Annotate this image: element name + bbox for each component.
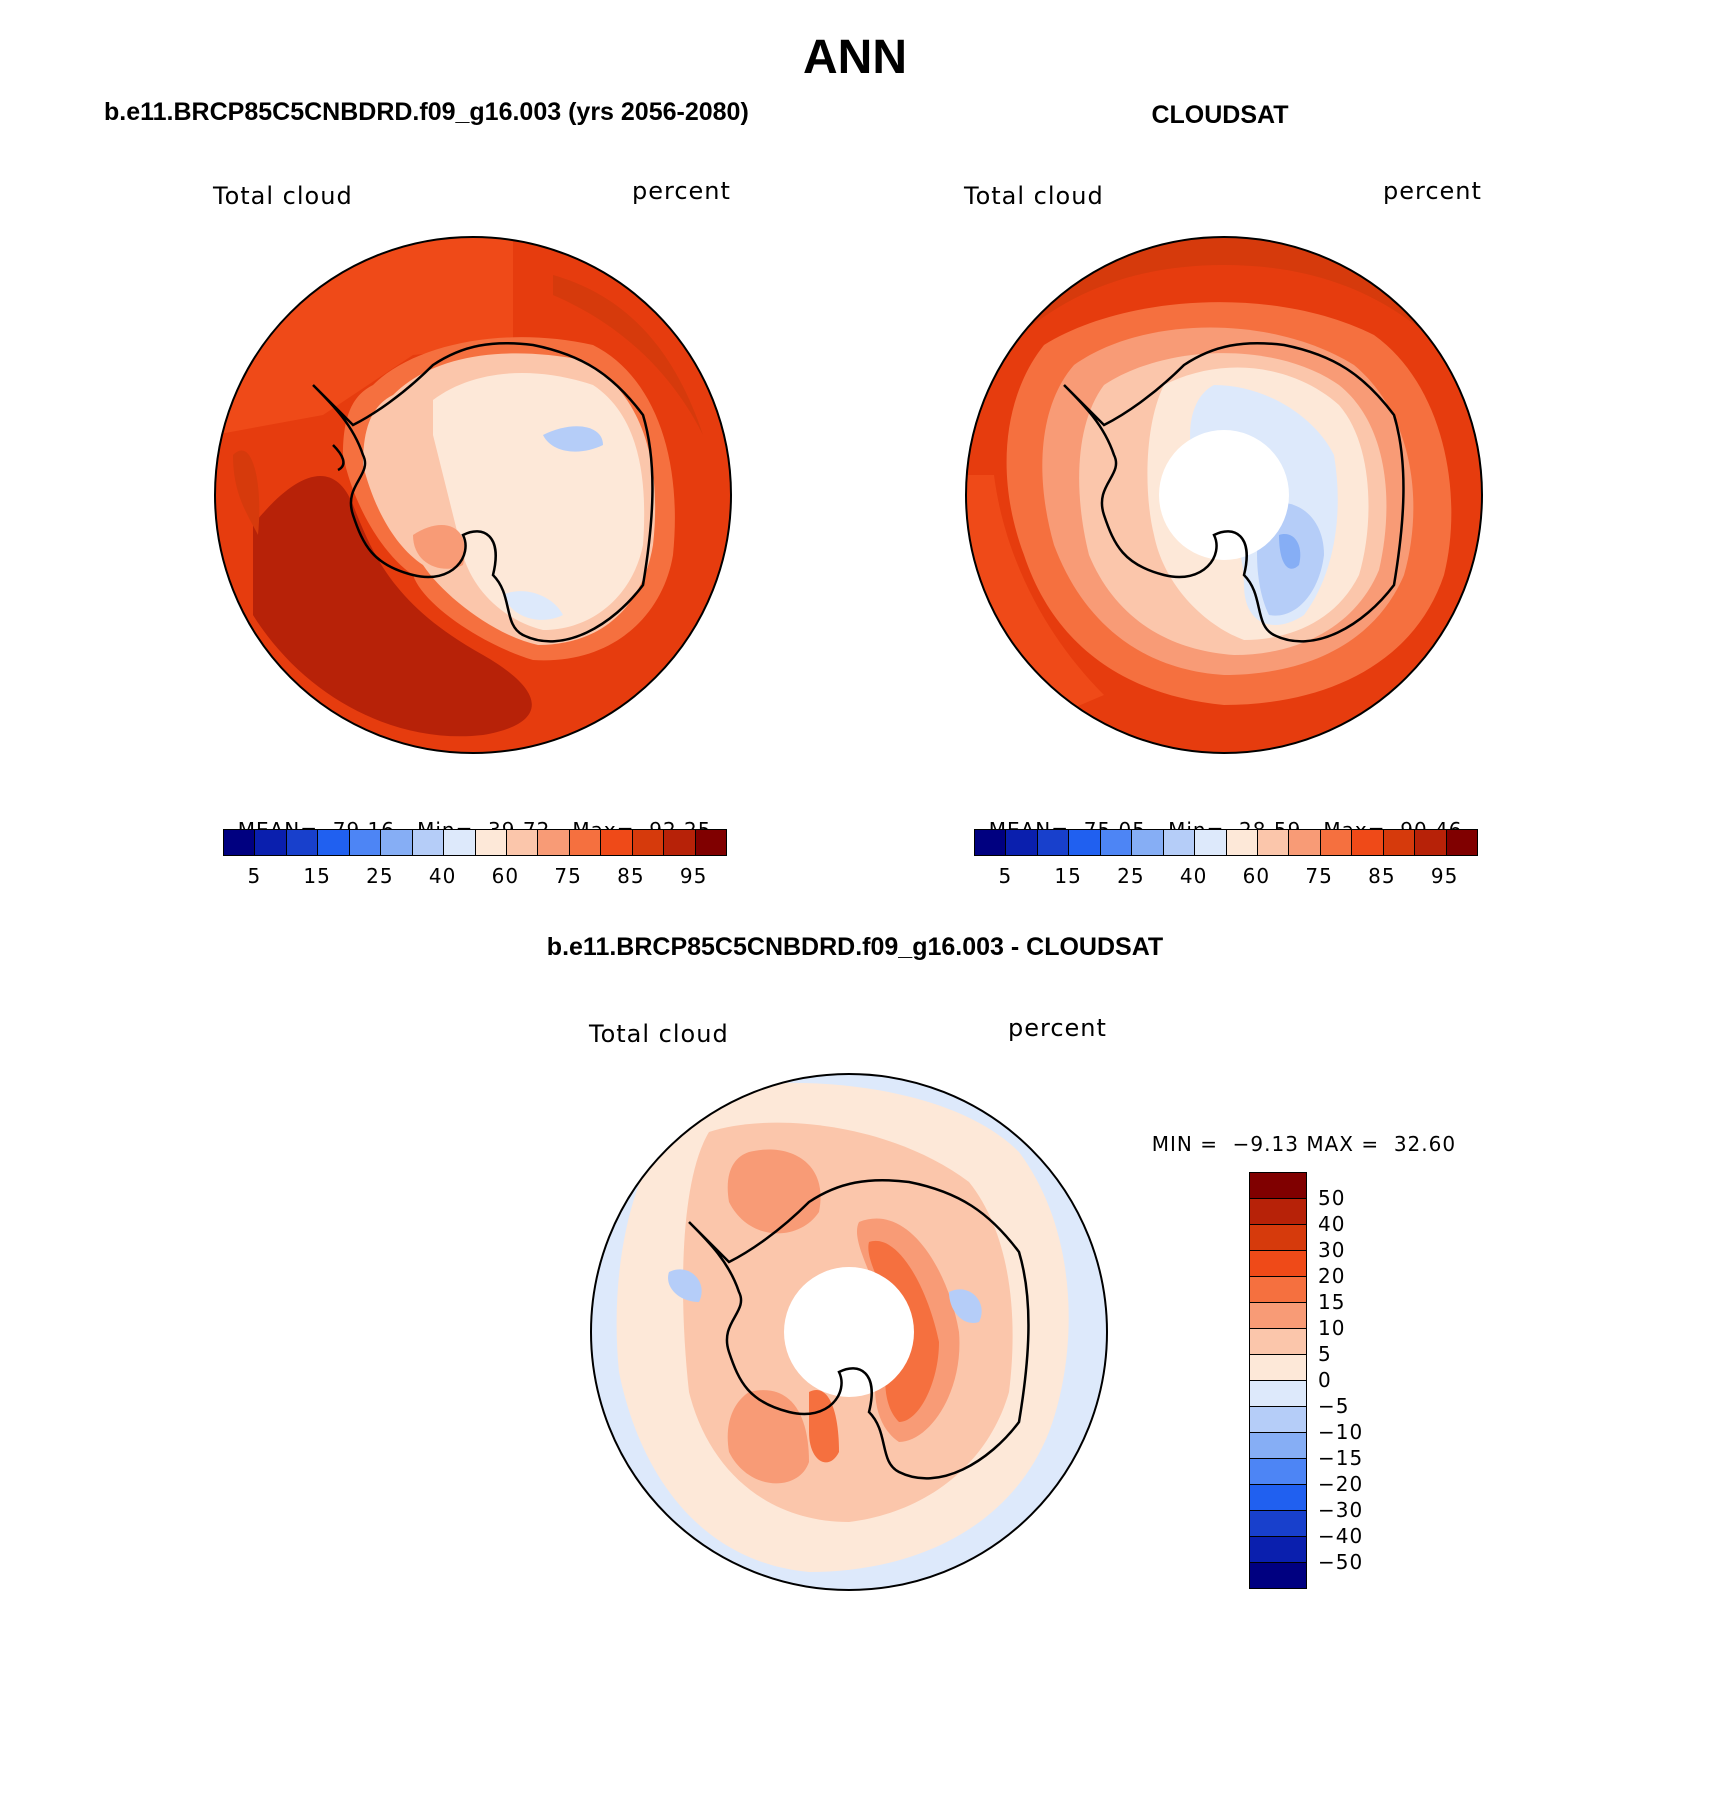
colorbar-swatch bbox=[1250, 1537, 1306, 1563]
colorbar-tick-label: 25 bbox=[1117, 864, 1145, 888]
colorbar-swatch bbox=[381, 830, 413, 855]
colorbar-tick-label: 10 bbox=[1318, 1316, 1346, 1340]
colorbar-swatch bbox=[1006, 830, 1038, 855]
colorbar-panel3 bbox=[1249, 1172, 1307, 1589]
panel3-stats: MIN = −9.13 MAX = 32.60 bbox=[1151, 1132, 1457, 1156]
colorbar-swatch bbox=[1250, 1251, 1306, 1277]
colorbar-panel1-ticks: 5 15 25 40 60 75 85 95 bbox=[223, 864, 725, 890]
colorbar-swatch bbox=[1037, 830, 1070, 855]
colorbar-tick-label: 20 bbox=[1318, 1264, 1346, 1288]
colorbar-panel2-ticks: 5 15 25 40 60 75 85 95 bbox=[974, 864, 1476, 890]
colorbar-swatch bbox=[1352, 830, 1384, 855]
colorbar-tick-label: 95 bbox=[679, 864, 708, 888]
colorbar-swatch bbox=[1250, 1563, 1306, 1588]
colorbar-swatch bbox=[1250, 1329, 1306, 1355]
colorbar-swatch bbox=[318, 830, 350, 855]
colorbar-tick-label: 60 bbox=[1242, 864, 1271, 888]
colorbar-swatch bbox=[349, 830, 382, 855]
colorbar-swatch bbox=[1250, 1355, 1306, 1381]
panel1-title: b.e11.BRCP85C5CNBDRD.f09_g16.003 (yrs 20… bbox=[104, 98, 749, 126]
colorbar-tick-label: 5 bbox=[998, 864, 1013, 888]
colorbar-swatch bbox=[1250, 1225, 1306, 1251]
colorbar-tick-label: 50 bbox=[1318, 1186, 1346, 1210]
colorbar-swatch bbox=[412, 830, 445, 855]
colorbar-swatch bbox=[1250, 1277, 1306, 1303]
colorbar-swatch bbox=[1257, 830, 1290, 855]
colorbar-tick-label: 5 bbox=[247, 864, 262, 888]
colorbar-tick-label: −40 bbox=[1318, 1524, 1364, 1548]
colorbar-tick-label: −10 bbox=[1318, 1420, 1364, 1444]
colorbar-swatch bbox=[1250, 1459, 1306, 1485]
colorbar-tick-label: −20 bbox=[1318, 1472, 1364, 1496]
colorbar-swatch bbox=[1415, 830, 1447, 855]
colorbar-swatch bbox=[1446, 830, 1477, 855]
panel3-title: b.e11.BRCP85C5CNBDRD.f09_g16.003 - CLOUD… bbox=[546, 933, 1164, 961]
colorbar-swatch bbox=[255, 830, 287, 855]
colorbar-swatch bbox=[224, 830, 256, 855]
colorbar-tick-label: 85 bbox=[617, 864, 645, 888]
colorbar-swatch bbox=[506, 830, 539, 855]
colorbar-tick-label: −50 bbox=[1318, 1550, 1364, 1574]
panel1-variable-label: Total cloud bbox=[213, 182, 353, 210]
colorbar-swatch bbox=[664, 830, 696, 855]
panel2-title: CLOUDSAT bbox=[1151, 101, 1289, 129]
colorbar-swatch bbox=[1195, 830, 1227, 855]
panel3-variable-label: Total cloud bbox=[589, 1020, 729, 1048]
colorbar-swatch bbox=[1163, 830, 1196, 855]
colorbar-tick-label: 15 bbox=[1054, 864, 1082, 888]
colorbar-tick-label: −15 bbox=[1318, 1446, 1364, 1470]
colorbar-tick-label: 15 bbox=[303, 864, 331, 888]
colorbar-tick-label: 25 bbox=[366, 864, 394, 888]
panel2-units-label: percent bbox=[1383, 177, 1482, 205]
colorbar-swatch bbox=[1250, 1511, 1306, 1537]
colorbar-tick-label: 0 bbox=[1318, 1368, 1332, 1392]
colorbar-swatch bbox=[1250, 1303, 1306, 1329]
panel1-units-label: percent bbox=[632, 177, 731, 205]
colorbar-swatch bbox=[1250, 1199, 1306, 1225]
colorbar-panel3-ticks: 50 40 30 20 15 10 5 0 −5 −10 −15 −20 −30 −40 −50 bbox=[1318, 1172, 1398, 1592]
colorbar-swatch bbox=[1069, 830, 1101, 855]
colorbar-swatch bbox=[1383, 830, 1416, 855]
colorbar-swatch bbox=[444, 830, 476, 855]
colorbar-swatch bbox=[1250, 1433, 1306, 1459]
colorbar-tick-label: 75 bbox=[554, 864, 582, 888]
colorbar-swatch bbox=[632, 830, 665, 855]
colorbar-tick-label: 15 bbox=[1318, 1290, 1346, 1314]
colorbar-panel2 bbox=[974, 829, 1478, 856]
panel2-variable-label: Total cloud bbox=[964, 182, 1104, 210]
colorbar-swatch bbox=[475, 830, 507, 855]
main-title: ANN bbox=[803, 31, 907, 84]
colorbar-swatch bbox=[286, 830, 319, 855]
colorbar-swatch bbox=[569, 830, 602, 855]
colorbar-tick-label: 85 bbox=[1368, 864, 1396, 888]
colorbar-tick-label: −30 bbox=[1318, 1498, 1364, 1522]
colorbar-tick-label: 40 bbox=[1179, 864, 1208, 888]
colorbar-tick-label: 60 bbox=[491, 864, 520, 888]
colorbar-swatch bbox=[1289, 830, 1321, 855]
colorbar-tick-label: 75 bbox=[1305, 864, 1333, 888]
colorbar-swatch bbox=[695, 830, 726, 855]
colorbar-swatch bbox=[538, 830, 570, 855]
colorbar-swatch bbox=[1250, 1381, 1306, 1407]
colorbar-swatch bbox=[1132, 830, 1164, 855]
colorbar-tick-label: 40 bbox=[428, 864, 457, 888]
map-panel3 bbox=[590, 1073, 1108, 1591]
colorbar-swatch bbox=[1250, 1485, 1306, 1511]
colorbar-tick-label: 95 bbox=[1430, 864, 1459, 888]
panel3-units-label: percent bbox=[1008, 1014, 1107, 1042]
colorbar-tick-label: −5 bbox=[1318, 1394, 1350, 1418]
colorbar-tick-label: 30 bbox=[1318, 1238, 1346, 1262]
colorbar-panel1 bbox=[223, 829, 727, 856]
colorbar-swatch bbox=[1320, 830, 1353, 855]
colorbar-swatch bbox=[1250, 1173, 1306, 1199]
colorbar-swatch bbox=[1250, 1407, 1306, 1433]
colorbar-swatch bbox=[1226, 830, 1258, 855]
map-panel1 bbox=[214, 236, 732, 754]
colorbar-tick-label: 5 bbox=[1318, 1342, 1332, 1366]
colorbar-swatch bbox=[1100, 830, 1133, 855]
colorbar-tick-label: 40 bbox=[1318, 1212, 1346, 1236]
colorbar-swatch bbox=[601, 830, 633, 855]
colorbar-swatch bbox=[975, 830, 1007, 855]
map-panel2 bbox=[965, 236, 1483, 754]
